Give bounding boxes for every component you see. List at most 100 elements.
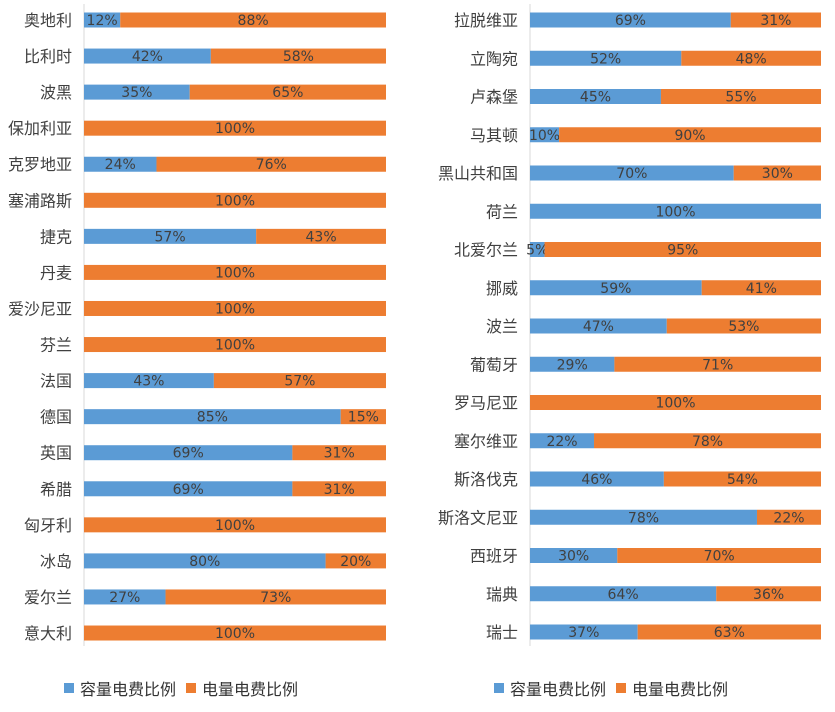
data-label-capacity: 70%	[616, 166, 647, 182]
bar-energy	[666, 318, 821, 334]
category-label: 匈牙利	[24, 516, 72, 535]
bar-energy	[733, 165, 821, 181]
bar-energy	[165, 589, 386, 605]
data-label-energy: 100%	[215, 301, 255, 317]
category-label: 瑞士	[486, 623, 518, 642]
category-label: 芬兰	[40, 336, 72, 355]
category-label: 比利时	[24, 47, 72, 66]
data-label-capacity: 69%	[615, 13, 646, 29]
bar-capacity	[84, 445, 293, 461]
category-label: 塞尔维亚	[454, 432, 518, 451]
bar-capacity	[530, 318, 667, 334]
bar-capacity	[530, 356, 615, 372]
bar-capacity	[84, 228, 257, 244]
data-label-capacity: 5%	[526, 243, 548, 259]
data-label-energy: 15%	[348, 410, 379, 426]
data-label-energy: 53%	[728, 319, 759, 335]
data-label-energy: 76%	[256, 157, 287, 173]
bar-energy	[84, 625, 386, 641]
bar-capacity	[84, 481, 293, 497]
legend-label-capacity: 容量电费比例	[510, 680, 607, 699]
legend-item-capacity: 容量电费比例	[64, 676, 176, 700]
bar-energy	[84, 517, 386, 533]
category-label: 法国	[40, 372, 72, 391]
bar-capacity	[530, 624, 638, 640]
bar-energy	[292, 445, 386, 461]
bar-energy	[530, 395, 821, 410]
data-label-capacity: 45%	[580, 90, 611, 106]
data-label-capacity: 80%	[189, 554, 220, 570]
category-label: 北爱尔兰	[454, 241, 518, 260]
category-label: 希腊	[40, 480, 72, 499]
bar-energy	[120, 12, 387, 28]
bar-capacity	[84, 409, 341, 425]
legend-item-energy: 电量电费比例	[186, 676, 298, 700]
data-label-energy: 90%	[674, 128, 705, 144]
data-label-energy: 100%	[655, 396, 695, 412]
bar-energy	[292, 481, 386, 497]
legend-label-energy: 电量电费比例	[202, 680, 299, 699]
data-label-energy: 31%	[324, 446, 355, 462]
legend-item-energy: 电量电费比例	[616, 676, 728, 700]
data-label-capacity: 43%	[133, 374, 164, 390]
data-label-energy: 100%	[215, 518, 255, 534]
data-label-energy: 100%	[215, 265, 255, 281]
data-label-capacity: 10%	[529, 128, 560, 144]
legend-swatch-energy	[186, 683, 197, 693]
bar-energy	[84, 264, 386, 280]
data-label-energy: 100%	[215, 338, 255, 354]
data-label-capacity: 37%	[568, 625, 599, 641]
bar-energy	[660, 89, 821, 104]
category-label: 卢森堡	[470, 88, 518, 107]
data-label-energy: 63%	[714, 625, 745, 641]
bar-capacity	[84, 156, 157, 172]
legend-swatch-capacity	[64, 683, 74, 693]
data-label-energy: 36%	[753, 587, 784, 603]
bar-capacity	[530, 165, 734, 181]
bar-capacity	[84, 84, 190, 100]
category-label: 保加利亚	[8, 119, 72, 138]
bar-energy	[614, 356, 821, 372]
data-label-capacity: 46%	[581, 472, 612, 488]
bar-energy	[156, 156, 386, 172]
data-label-capacity: 35%	[121, 85, 152, 101]
category-label: 波兰	[486, 317, 518, 336]
bar-capacity	[84, 48, 211, 64]
data-label-energy: 43%	[306, 229, 337, 245]
category-label: 拉脱维亚	[454, 11, 518, 30]
data-label-capacity: 69%	[173, 482, 204, 498]
data-label-energy: 48%	[736, 51, 767, 67]
category-label: 冰岛	[40, 552, 72, 571]
data-label-energy: 55%	[725, 90, 756, 106]
bar-capacity	[84, 12, 121, 28]
bar-capacity	[530, 12, 731, 28]
data-label-energy: 73%	[260, 590, 291, 606]
legend-item-capacity: 容量电费比例	[494, 676, 606, 700]
bar-energy	[340, 409, 386, 425]
bar-capacity	[530, 203, 821, 219]
data-label-capacity: 100%	[655, 204, 695, 220]
category-label: 克罗地亚	[8, 155, 72, 174]
bar-capacity	[84, 373, 214, 389]
data-label-capacity: 59%	[600, 281, 631, 297]
bar-energy	[681, 50, 821, 66]
data-label-energy: 31%	[760, 13, 791, 29]
legend-label-capacity: 容量电费比例	[80, 680, 177, 699]
data-label-capacity: 78%	[628, 510, 659, 526]
data-label-energy: 41%	[746, 281, 777, 297]
data-label-capacity: 27%	[109, 590, 140, 606]
bar-capacity	[84, 553, 326, 569]
data-label-energy: 71%	[702, 357, 733, 373]
legend-right: 容量电费比例 电量电费比例	[494, 676, 738, 700]
legend-label-energy: 电量电费比例	[632, 680, 729, 699]
data-label-capacity: 24%	[105, 157, 136, 173]
data-label-capacity: 47%	[583, 319, 614, 335]
category-label: 奥地利	[24, 11, 72, 30]
bar-capacity	[530, 127, 560, 143]
category-label: 波黑	[40, 83, 72, 102]
data-label-capacity: 22%	[546, 434, 577, 450]
category-label: 黑山共和国	[438, 164, 518, 183]
category-label: 捷克	[40, 227, 72, 246]
data-label-energy: 31%	[324, 482, 355, 498]
data-label-energy: 70%	[704, 549, 735, 565]
